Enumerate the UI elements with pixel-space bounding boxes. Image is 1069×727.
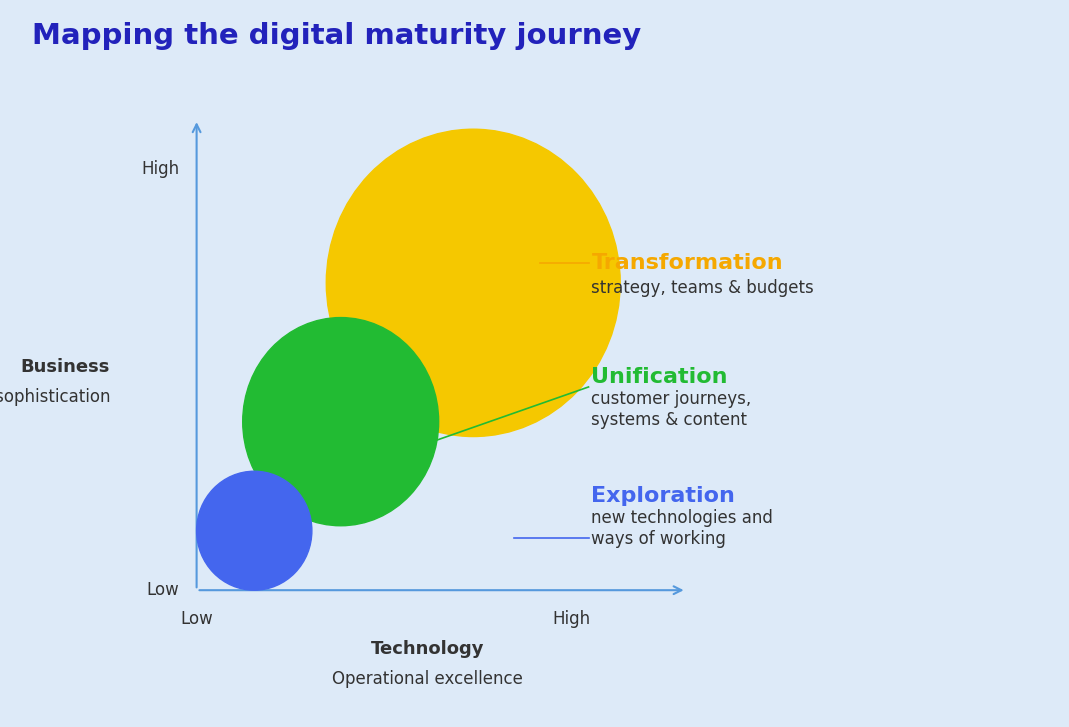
Text: new technologies and
ways of working: new technologies and ways of working — [591, 509, 773, 547]
Text: strategy, teams & budgets: strategy, teams & budgets — [591, 279, 815, 297]
Text: Low: Low — [181, 610, 213, 628]
Text: High: High — [553, 610, 590, 628]
Text: Operational excellence: Operational excellence — [331, 670, 523, 688]
Text: Transformation: Transformation — [591, 253, 783, 273]
Text: customer journeys,
systems & content: customer journeys, systems & content — [591, 390, 752, 429]
Text: Unification: Unification — [591, 367, 728, 387]
Text: Business: Business — [20, 358, 110, 376]
Text: Technology: Technology — [370, 640, 484, 658]
Text: Exploration: Exploration — [591, 486, 735, 506]
Text: Mapping the digital maturity journey: Mapping the digital maturity journey — [32, 22, 641, 50]
Ellipse shape — [197, 471, 312, 590]
Ellipse shape — [326, 129, 620, 436]
Text: CX sophistication: CX sophistication — [0, 388, 110, 406]
Text: Low: Low — [146, 581, 180, 599]
Ellipse shape — [243, 318, 438, 526]
Text: High: High — [141, 160, 180, 178]
